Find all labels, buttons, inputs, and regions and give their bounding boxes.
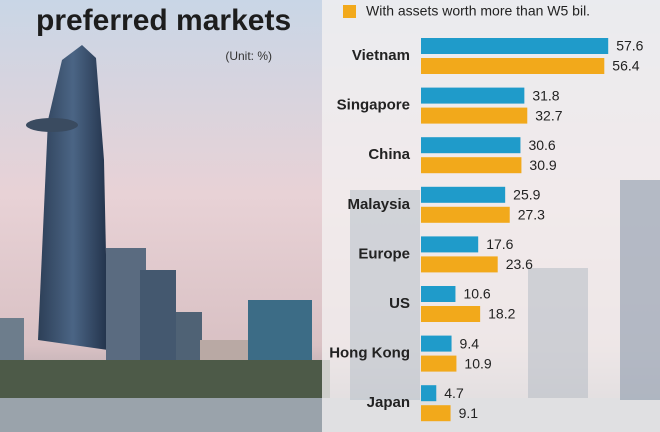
legend-swatch [343, 5, 356, 18]
value-label: 10.9 [464, 355, 491, 371]
bar [421, 87, 525, 104]
bar [421, 236, 479, 253]
bar [421, 186, 506, 203]
value-label: 23.6 [506, 256, 533, 272]
value-label: 25.9 [513, 187, 540, 203]
category-label: Vietnam [352, 47, 410, 64]
value-label: 31.8 [532, 87, 559, 103]
legend-label: With assets worth more than W5 bil. [366, 3, 590, 19]
value-label: 56.4 [612, 58, 639, 74]
category-label: US [389, 295, 410, 312]
unit-label: (Unit: %) [225, 49, 272, 63]
value-label: 9.4 [460, 335, 480, 351]
bar [421, 335, 452, 352]
category-label: Hong Kong [329, 345, 410, 362]
bar [421, 286, 456, 302]
category-label: China [368, 146, 410, 163]
value-label: 57.6 [616, 38, 643, 54]
bar [421, 385, 437, 402]
value-label: 9.1 [459, 405, 479, 421]
bar [421, 58, 605, 74]
value-label: 4.7 [444, 385, 464, 401]
value-label: 17.6 [486, 236, 513, 252]
category-label: Europe [358, 245, 410, 262]
bar [421, 405, 451, 422]
value-label: 18.2 [488, 306, 515, 322]
value-label: 30.6 [528, 137, 555, 153]
bar [421, 306, 481, 322]
value-label: 10.6 [463, 286, 490, 302]
bar [421, 157, 522, 174]
bar [421, 355, 457, 372]
value-label: 27.3 [518, 207, 545, 223]
bar [421, 137, 521, 154]
bar [421, 256, 498, 273]
chart-title: preferred markets [36, 4, 291, 37]
value-label: 32.7 [535, 107, 562, 123]
bar [421, 206, 510, 223]
bar [421, 107, 528, 124]
category-label: Japan [367, 394, 410, 411]
category-label: Malaysia [347, 196, 410, 213]
value-label: 30.9 [529, 157, 556, 173]
category-label: Singapore [337, 97, 410, 114]
bar [421, 38, 609, 54]
